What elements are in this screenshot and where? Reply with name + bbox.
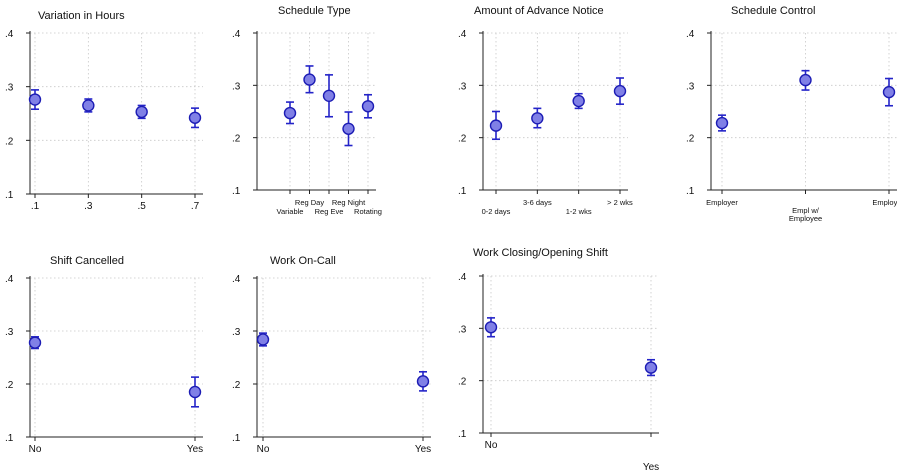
x-tick-label: .1 — [31, 201, 40, 212]
y-tick-label: .2 — [5, 136, 14, 147]
x-tick-label: Employer — [706, 198, 738, 207]
x-tick-label: Yes — [643, 462, 659, 471]
y-tick-label: .2 — [5, 380, 14, 391]
data-point — [135, 105, 148, 119]
data-point — [28, 93, 42, 106]
panel-6: Work On-Call .1 .2 .3 .4 No Yes — [232, 255, 431, 455]
data-point — [82, 99, 95, 112]
panel-title: Schedule Type — [278, 5, 351, 17]
data-point — [283, 106, 297, 120]
data-point — [799, 73, 812, 87]
data-point — [489, 119, 503, 132]
x-tick-label: Variable — [277, 207, 304, 216]
data-point — [572, 94, 585, 108]
x-tick-label: Yes — [415, 444, 431, 455]
x-tick-label: Employee — [872, 198, 897, 207]
y-tick-label: .1 — [458, 429, 467, 440]
x-tick-label: .5 — [137, 201, 146, 212]
panel-1: Variation in Hours .1 .2 .3 .4 .1 .3 .5 .7 — [5, 10, 203, 212]
y-tick-label: .1 — [232, 186, 241, 197]
y-tick-label: .3 — [458, 81, 467, 92]
data-point — [361, 100, 375, 113]
y-tick-label: .4 — [458, 272, 467, 283]
y-tick-label: .3 — [458, 324, 467, 335]
data-point — [531, 112, 544, 125]
y-tick-label: .3 — [232, 81, 241, 92]
panel-title: Work On-Call — [270, 255, 336, 267]
y-tick-label: .4 — [458, 29, 467, 40]
y-tick-label: .1 — [5, 433, 14, 444]
panel-5: Shift Cancelled .1 .2 .3 .4 No Yes — [5, 255, 203, 455]
data-point — [715, 116, 729, 130]
panel-title: Schedule Control — [731, 5, 815, 17]
x-tick-label: .3 — [84, 201, 93, 212]
y-tick-label: .4 — [232, 29, 241, 40]
data-point — [342, 122, 355, 135]
y-tick-label: .3 — [232, 327, 241, 338]
y-tick-label: .2 — [232, 134, 241, 145]
y-tick-label: .3 — [5, 327, 14, 338]
data-point — [613, 84, 627, 98]
x-tick-label: No — [257, 444, 270, 455]
data-point — [256, 333, 270, 346]
y-tick-label: .2 — [458, 377, 467, 388]
data-point — [484, 321, 498, 334]
y-tick-label: .1 — [232, 433, 241, 444]
x-tick-label: Employee — [789, 214, 822, 223]
y-tick-label: .1 — [5, 190, 14, 201]
data-point — [416, 375, 430, 388]
y-tick-label: .4 — [686, 29, 695, 40]
panel-3: Amount of Advance Notice .1 .2 .3 .4 0-2 days… — [458, 5, 633, 216]
y-tick-label: .1 — [458, 186, 467, 197]
data-point — [644, 361, 658, 374]
data-point — [882, 85, 896, 99]
x-tick-label: Rotating — [354, 207, 382, 216]
y-tick-label: .3 — [5, 83, 14, 94]
panel-4: Schedule Control .1 .2 .3 .4 Employer Empl w/E… — [686, 5, 897, 223]
data-point — [28, 336, 42, 349]
x-tick-label: Empl w/ — [792, 206, 820, 215]
y-tick-label: .4 — [5, 274, 14, 285]
x-tick-label: Reg Day — [295, 198, 324, 207]
x-tick-label: > 2 wks — [607, 198, 633, 207]
x-tick-label: 0-2 days — [482, 207, 511, 216]
panel-title: Shift Cancelled — [50, 255, 124, 267]
y-tick-label: .2 — [686, 134, 695, 145]
y-tick-label: .4 — [5, 29, 14, 40]
x-tick-label: Reg Eve — [315, 207, 344, 216]
y-tick-label: .3 — [686, 81, 695, 92]
y-tick-label: .4 — [232, 274, 241, 285]
x-tick-label: No — [29, 444, 42, 455]
data-point — [322, 89, 336, 103]
panel-title: Work Closing/Opening Shift — [473, 247, 608, 259]
x-tick-label: .7 — [191, 201, 200, 212]
x-tick-label: Reg Night — [332, 198, 366, 207]
x-tick-label: 3-6 days — [523, 198, 552, 207]
x-tick-label: 1-2 wks — [566, 207, 592, 216]
x-tick-label: Yes — [187, 444, 203, 455]
panel-title: Amount of Advance Notice — [474, 5, 604, 17]
data-point — [188, 385, 202, 399]
data-point — [188, 111, 202, 124]
y-tick-label: .2 — [458, 134, 467, 145]
data-point — [303, 73, 316, 86]
y-tick-label: .2 — [232, 380, 241, 391]
panel-title: Variation in Hours — [38, 10, 125, 22]
y-tick-label: .1 — [686, 186, 695, 197]
panel-7: Work Closing/Opening Shift .1 .2 .3 .4 No Yes — [458, 247, 659, 471]
x-tick-label: No — [485, 440, 498, 451]
